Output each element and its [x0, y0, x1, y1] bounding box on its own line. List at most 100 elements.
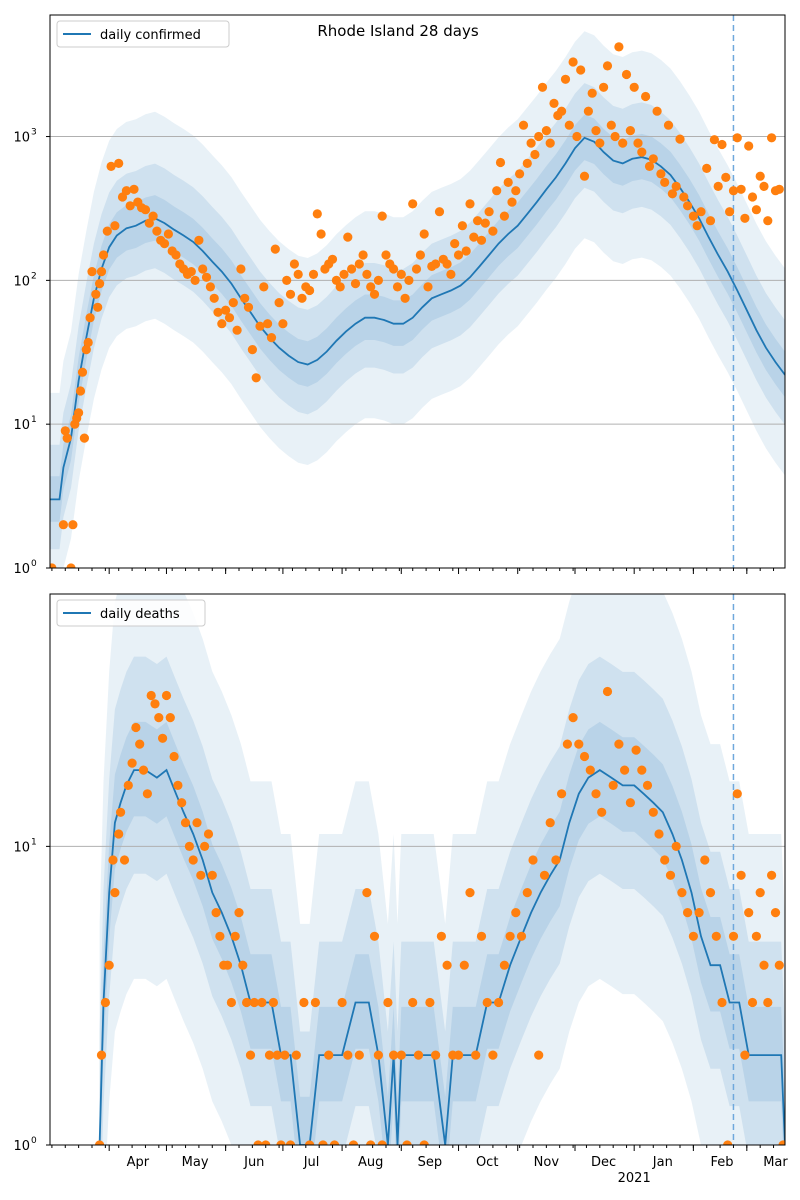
data-point	[339, 269, 349, 279]
data-point	[471, 1050, 481, 1060]
data-point	[482, 997, 492, 1008]
y-tick-label: 10	[13, 274, 30, 289]
data-point	[343, 1050, 353, 1060]
data-point	[377, 1140, 387, 1145]
data-point	[663, 120, 674, 130]
data-point	[404, 275, 414, 285]
data-point	[431, 1050, 441, 1060]
data-point	[610, 131, 620, 142]
x-tick-label: Apr	[127, 1155, 150, 1170]
data-point	[677, 888, 687, 898]
data-point	[770, 908, 781, 918]
data-point	[637, 147, 647, 157]
data-point	[759, 181, 769, 191]
data-point	[161, 690, 172, 701]
data-point	[539, 870, 550, 880]
data-point	[683, 201, 693, 211]
y-tick-label: 10	[13, 840, 30, 855]
data-point	[95, 1140, 105, 1145]
data-point	[415, 250, 425, 260]
data-point	[129, 184, 139, 194]
data-point	[369, 931, 380, 941]
data-point	[324, 1050, 334, 1060]
data-point	[230, 931, 240, 941]
data-point	[572, 131, 582, 142]
data-point	[119, 855, 130, 865]
data-point	[261, 1140, 271, 1145]
data-point	[774, 960, 784, 970]
data-point	[763, 997, 773, 1008]
data-point	[58, 520, 68, 530]
data-point	[163, 229, 173, 239]
data-point	[77, 367, 88, 377]
data-point	[740, 1050, 750, 1060]
data-point	[642, 780, 653, 791]
data-point	[266, 333, 277, 343]
x-tick-label: Feb	[710, 1155, 733, 1170]
data-point	[560, 74, 571, 84]
data-point	[518, 120, 529, 130]
data-point	[234, 908, 244, 918]
data-point	[232, 325, 242, 335]
data-point	[751, 931, 762, 941]
data-point	[200, 841, 210, 852]
data-point	[201, 272, 212, 282]
data-point	[377, 211, 387, 221]
data-point	[285, 289, 296, 299]
data-point	[249, 997, 259, 1008]
data-point	[442, 259, 452, 269]
data-point	[614, 739, 624, 749]
data-point	[599, 82, 609, 92]
data-point	[114, 829, 124, 839]
data-point	[679, 192, 689, 202]
data-point	[717, 139, 727, 150]
legend: daily deaths	[56, 599, 206, 627]
data-point	[654, 829, 664, 839]
data-point	[557, 106, 567, 116]
data-point	[396, 269, 406, 279]
data-point	[476, 931, 487, 941]
data-point	[453, 250, 464, 260]
data-point	[408, 199, 418, 209]
data-point	[644, 161, 655, 171]
data-point	[144, 218, 154, 228]
data-point	[245, 1050, 256, 1060]
data-point	[606, 120, 616, 130]
data-point	[259, 282, 269, 292]
data-point	[709, 135, 720, 145]
data-point	[620, 765, 630, 775]
data-point	[614, 42, 624, 52]
x-tick-label: Dec	[591, 1155, 616, 1170]
data-point	[492, 186, 502, 196]
data-point	[629, 82, 639, 92]
data-point	[310, 997, 320, 1008]
plot-area	[50, 15, 785, 568]
data-point	[81, 345, 91, 355]
x-tick-label: Jul	[303, 1155, 320, 1170]
data-point	[723, 1140, 733, 1145]
data-point	[665, 870, 676, 880]
data-point	[207, 870, 217, 880]
x-tick-label: Sep	[418, 1155, 443, 1170]
data-point	[96, 1050, 107, 1060]
data-point	[728, 186, 739, 196]
data-point	[522, 888, 532, 898]
data-point	[751, 205, 762, 215]
data-point	[442, 960, 452, 970]
data-point	[329, 1140, 340, 1145]
y-tick-exponent: 1	[31, 415, 37, 425]
data-point	[744, 908, 754, 918]
data-point	[562, 739, 573, 749]
data-point	[740, 213, 750, 223]
data-point	[60, 426, 70, 436]
data-point	[484, 207, 494, 217]
data-point	[671, 181, 681, 191]
data-point	[408, 997, 418, 1008]
data-point	[255, 321, 265, 331]
data-point	[446, 269, 456, 279]
data-point	[276, 1140, 286, 1145]
x-tick-label: Oct	[476, 1155, 498, 1170]
data-point	[696, 207, 706, 217]
